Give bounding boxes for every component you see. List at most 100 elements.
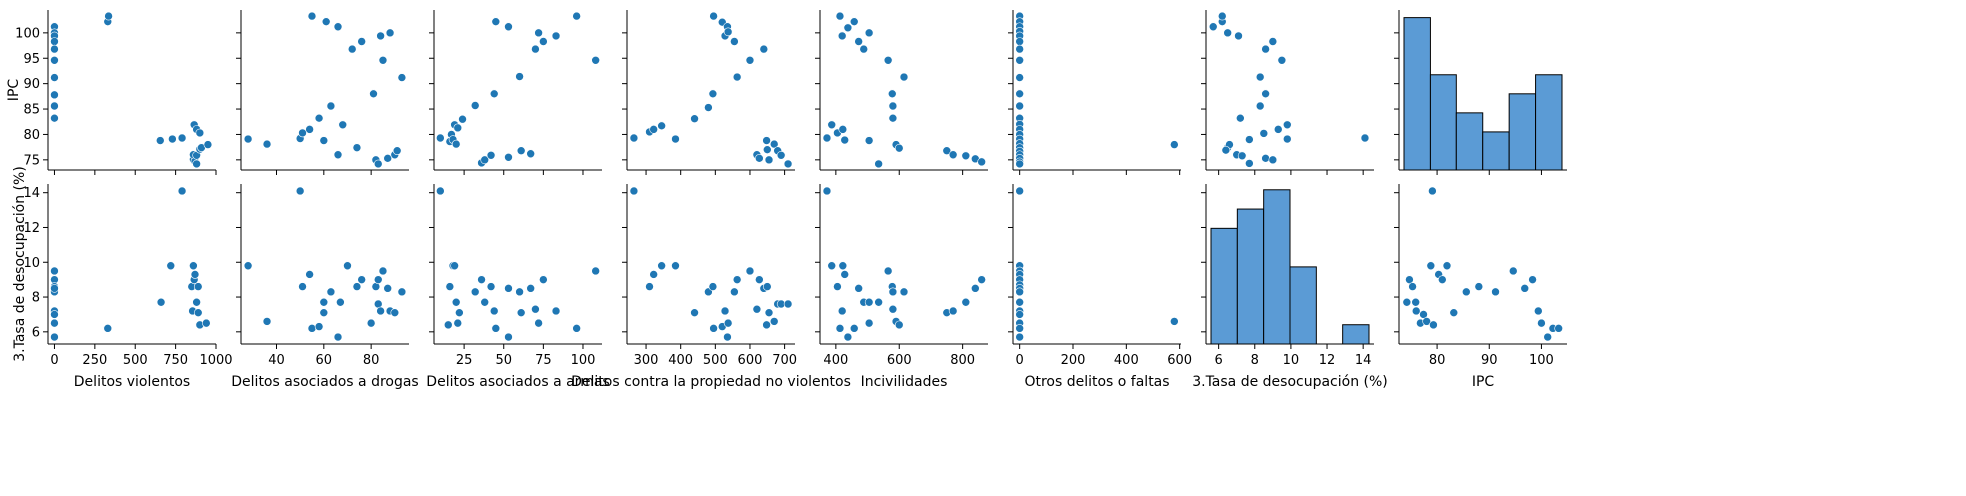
scatter-point (515, 72, 524, 81)
scatter-point (50, 101, 59, 111)
scatter-point (971, 284, 980, 293)
x-tick-label: 300 (634, 353, 659, 368)
scatter-point (1282, 134, 1292, 144)
scatter-point (445, 282, 455, 291)
scatter-point (333, 150, 343, 160)
scatter-point (1411, 306, 1421, 316)
scatter-point (369, 89, 378, 99)
scatter-point (192, 159, 201, 169)
scatter-point (1015, 44, 1024, 54)
x-tick-label: 80 (363, 353, 380, 368)
subplot-r0-c5 (1008, 10, 1181, 175)
scatter-point (745, 55, 755, 65)
scatter-point (822, 133, 832, 143)
scatter-point (378, 55, 388, 65)
scatter-point (657, 121, 666, 131)
x-tick-label: 250 (82, 353, 107, 368)
scatter-point (443, 320, 453, 330)
scatter-point (838, 261, 848, 271)
scatter-point (1402, 297, 1412, 307)
scatter-point (1268, 37, 1278, 46)
scatter-point (515, 287, 524, 297)
scatter-point (195, 128, 205, 138)
x-tick-label: 400 (668, 353, 693, 368)
scatter-point (192, 297, 201, 307)
scatter-point (888, 287, 898, 297)
scatter-point (833, 282, 842, 291)
x-tick-label: 800 (950, 353, 975, 368)
scatter-point (470, 287, 480, 297)
scatter-point (690, 308, 699, 317)
scatter-point (376, 306, 385, 316)
scatter-point (336, 297, 345, 307)
scatter-point (156, 297, 166, 307)
scatter-point (827, 261, 837, 271)
scatter-point (1520, 284, 1530, 293)
scatter-point (504, 153, 513, 162)
scatter-point (783, 159, 793, 169)
scatter-point (1491, 287, 1500, 297)
subplot-r0-c2 (429, 10, 602, 175)
y-tick-label: 12 (23, 221, 40, 236)
histogram-bar (1535, 74, 1563, 171)
scatter-point (243, 134, 253, 144)
scatter-point (859, 44, 869, 54)
x-tick-label: 14 (1355, 353, 1372, 368)
scatter-point (489, 89, 499, 99)
scatter-point (262, 139, 272, 149)
scatter-point (762, 320, 771, 330)
scatter-point (193, 308, 203, 317)
histogram-bar (1236, 208, 1265, 345)
scatter-point (50, 37, 59, 46)
scatter-point (491, 17, 501, 26)
scatter-point (50, 284, 59, 293)
scatter-point (864, 28, 874, 38)
scatter-point (720, 306, 730, 316)
scatter-point (190, 270, 200, 279)
scatter-point (451, 139, 461, 149)
scatter-point (539, 275, 548, 284)
scatter-point (50, 332, 59, 342)
x-axis-label: 3.Tasa de desocupación (%) (1192, 374, 1388, 390)
scatter-point (539, 37, 548, 46)
scatter-point (392, 146, 402, 155)
y-tick-label: 6 (32, 325, 40, 340)
scatter-point (103, 324, 113, 333)
scatter-point (874, 297, 883, 307)
scatter-point (1261, 154, 1270, 163)
scatter-point (645, 282, 654, 291)
histogram-bar (1508, 93, 1537, 171)
scatter-point (450, 261, 459, 271)
scatter-point (383, 154, 393, 163)
scatter-point (769, 317, 779, 326)
scatter-point (894, 320, 904, 330)
scatter-point (1245, 159, 1254, 168)
x-tick-label: 500 (123, 353, 148, 368)
y-tick-label: 10 (23, 256, 40, 271)
scatter-point (298, 128, 307, 138)
scatter-point (436, 186, 445, 196)
scatter-point (864, 136, 874, 145)
scatter-point (357, 275, 366, 284)
scatter-point (347, 44, 357, 54)
scatter-point (572, 11, 581, 21)
scatter-point (1255, 72, 1265, 82)
scatter-point (752, 304, 762, 314)
scatter-point (373, 275, 383, 284)
scatter-point (1015, 55, 1024, 65)
scatter-point (305, 270, 314, 279)
scatter-point (526, 284, 535, 293)
x-axis-label: Incivilidades (861, 374, 948, 390)
scatter-point (319, 136, 329, 145)
scatter-point (1208, 22, 1218, 32)
scatter-point (243, 261, 253, 271)
scatter-point (326, 287, 336, 297)
y-tick-label: 75 (23, 153, 40, 168)
scatter-point (854, 284, 863, 293)
histogram-bar (1342, 324, 1370, 345)
scatter-point (894, 143, 904, 153)
scatter-point (764, 308, 774, 317)
scatter-point (383, 284, 393, 293)
scatter-point (202, 318, 211, 328)
scatter-point (1015, 89, 1024, 99)
